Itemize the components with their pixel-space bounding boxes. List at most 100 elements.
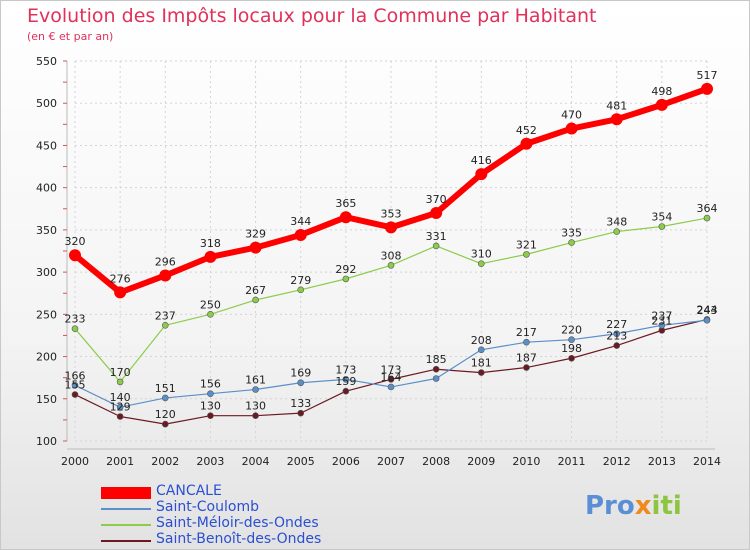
data-point-saint-benoit-des-ondes xyxy=(252,412,259,419)
data-label-cancale: 517 xyxy=(697,69,718,82)
data-label-saint-meloir-des-ondes: 279 xyxy=(290,274,311,287)
legend-item-cancale: CANCALE xyxy=(101,483,361,501)
x-tick-label: 2007 xyxy=(377,455,405,468)
data-label-saint-coulomb: 220 xyxy=(561,324,582,337)
x-tick-label: 2010 xyxy=(512,455,540,468)
y-tick-label: 250 xyxy=(36,308,57,321)
x-tick-label: 2011 xyxy=(558,455,586,468)
data-point-saint-coulomb xyxy=(252,386,259,393)
data-label-saint-coulomb: 227 xyxy=(606,318,627,331)
legend-swatch-saint-coulomb xyxy=(101,508,151,510)
data-label-saint-benoit-des-ondes: 120 xyxy=(155,408,176,421)
data-point-saint-coulomb xyxy=(613,330,621,338)
data-label-saint-benoit-des-ondes: 130 xyxy=(200,400,221,413)
data-label-saint-benoit-des-ondes: 129 xyxy=(110,401,131,414)
data-label-saint-coulomb: 151 xyxy=(155,382,176,395)
data-point-saint-coulomb xyxy=(387,383,395,391)
x-tick-label: 2003 xyxy=(196,455,224,468)
data-point-saint-coulomb xyxy=(207,390,214,398)
y-tick-label: 100 xyxy=(36,435,57,448)
chart-title: Evolution des Impôts locaux pour la Comm… xyxy=(27,5,597,27)
data-label-saint-meloir-des-ondes: 321 xyxy=(516,238,537,251)
data-point-saint-meloir-des-ondes xyxy=(477,260,485,267)
data-point-saint-meloir-des-ondes xyxy=(613,228,621,235)
legend-swatch-saint-meloir xyxy=(101,524,151,526)
data-point-cancale xyxy=(430,207,443,219)
data-label-cancale: 481 xyxy=(606,99,627,112)
data-point-saint-benoit-des-ondes xyxy=(568,354,575,362)
data-label-saint-coulomb: 169 xyxy=(290,367,311,380)
chart-subtitle: (en € et par an) xyxy=(27,30,114,43)
data-label-saint-meloir-des-ondes: 170 xyxy=(110,366,131,379)
data-point-cancale xyxy=(701,82,713,95)
data-point-saint-meloir-des-ondes xyxy=(207,311,214,318)
data-label-saint-meloir-des-ondes: 237 xyxy=(155,309,176,322)
y-tick-label: 350 xyxy=(36,224,57,237)
data-point-saint-coulomb xyxy=(161,394,169,402)
x-tick-label: 2009 xyxy=(467,455,495,468)
data-label-saint-coulomb: 161 xyxy=(245,373,266,386)
data-point-saint-benoit-des-ondes xyxy=(432,365,440,373)
y-tick-label: 500 xyxy=(36,97,57,110)
legend-label-saint-meloir: Saint-Méloir-des-Ondes xyxy=(156,515,319,531)
data-point-saint-coulomb xyxy=(477,346,485,354)
data-label-saint-benoit-des-ondes: 231 xyxy=(651,314,672,327)
data-label-cancale: 353 xyxy=(381,207,402,220)
x-tick-label: 2005 xyxy=(287,455,315,468)
legend-label-saint-benoit: Saint-Benoît-des-Ondes xyxy=(156,531,322,547)
data-label-saint-benoit-des-ondes: 213 xyxy=(606,330,627,343)
data-label-saint-meloir-des-ondes: 310 xyxy=(471,248,492,261)
data-point-saint-meloir-des-ondes xyxy=(387,262,395,269)
data-label-cancale: 344 xyxy=(290,215,311,228)
data-label-saint-benoit-des-ondes: 155 xyxy=(65,379,86,392)
data-label-saint-coulomb: 217 xyxy=(516,326,537,339)
x-tick-label: 2001 xyxy=(106,455,134,468)
data-label-saint-meloir-des-ondes: 348 xyxy=(606,216,627,229)
data-label-saint-benoit-des-ondes: 173 xyxy=(381,363,402,376)
x-tick-label: 2004 xyxy=(242,455,270,468)
data-point-cancale xyxy=(204,250,217,263)
data-label-saint-benoit-des-ondes: 133 xyxy=(290,397,311,410)
data-point-cancale xyxy=(69,249,81,262)
data-point-saint-coulomb xyxy=(116,403,124,411)
data-label-cancale: 498 xyxy=(651,85,672,98)
data-label-cancale: 370 xyxy=(426,193,447,206)
legend-item-saint-coulomb: Saint-Coulomb xyxy=(101,499,361,517)
data-point-saint-meloir-des-ondes xyxy=(71,325,79,332)
data-label-saint-meloir-des-ondes: 364 xyxy=(697,202,718,215)
data-point-cancale xyxy=(610,113,623,126)
legend-swatch-cancale xyxy=(101,487,151,499)
data-label-saint-coulomb: 208 xyxy=(471,334,492,347)
data-point-saint-benoit-des-ondes xyxy=(116,413,124,420)
data-point-saint-coulomb xyxy=(658,322,666,329)
y-tick-label: 300 xyxy=(36,266,57,279)
x-tick-label: 2006 xyxy=(332,455,360,468)
data-point-saint-benoit-des-ondes xyxy=(342,387,350,395)
data-point-cancale xyxy=(114,286,127,299)
data-label-cancale: 318 xyxy=(200,237,221,250)
data-point-saint-coulomb xyxy=(342,376,350,383)
x-tick-label: 2012 xyxy=(603,455,631,468)
data-label-saint-benoit-des-ondes: 187 xyxy=(516,352,537,365)
data-label-saint-coulomb: 173 xyxy=(335,363,356,376)
data-point-saint-coulomb xyxy=(703,316,711,324)
y-tick-label: 200 xyxy=(36,351,57,364)
x-tick-label: 2014 xyxy=(693,455,721,468)
data-label-saint-meloir-des-ondes: 335 xyxy=(561,227,582,240)
x-tick-label: 2013 xyxy=(648,455,676,468)
data-point-cancale xyxy=(249,241,262,254)
x-tick-label: 2008 xyxy=(422,455,450,468)
data-point-saint-coulomb xyxy=(523,338,530,346)
data-label-saint-benoit-des-ondes: 185 xyxy=(426,353,447,366)
legend-swatch-saint-benoit xyxy=(101,540,151,542)
data-point-cancale xyxy=(385,221,397,234)
logo-part-3: iti xyxy=(651,491,682,521)
data-point-cancale xyxy=(520,137,533,150)
data-point-cancale xyxy=(565,122,578,135)
data-point-saint-meloir-des-ondes xyxy=(116,378,124,386)
legend-label-cancale: CANCALE xyxy=(156,483,222,499)
data-point-saint-benoit-des-ondes xyxy=(523,364,530,371)
data-label-saint-meloir-des-ondes: 331 xyxy=(426,230,447,243)
data-label-saint-coulomb: 156 xyxy=(200,378,221,391)
